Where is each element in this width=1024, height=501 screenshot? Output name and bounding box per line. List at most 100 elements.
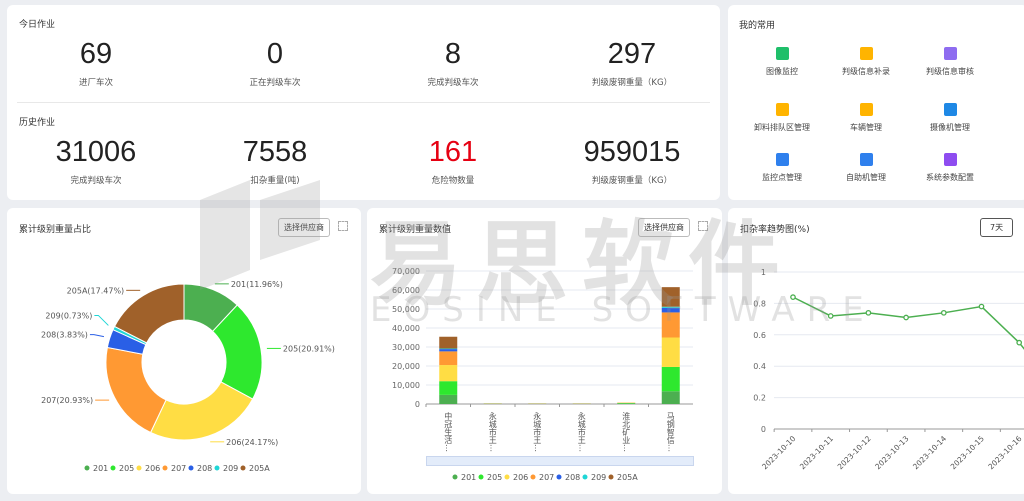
line-point bbox=[865, 309, 872, 316]
pie-label-line bbox=[89, 334, 105, 338]
stat-history-1: 7558 扣杂重量(吨) bbox=[242, 136, 308, 186]
y-tick-label: 10,000 bbox=[392, 381, 420, 390]
monitor-point-icon bbox=[775, 153, 789, 166]
legend-label: 205A bbox=[617, 473, 638, 482]
favorite-item[interactable]: 车辆管理 bbox=[824, 103, 908, 133]
legend-item: 205 bbox=[110, 464, 134, 473]
legend-marker bbox=[240, 465, 246, 471]
legend-marker bbox=[162, 465, 168, 471]
pie-label: 209(0.73%) bbox=[45, 311, 92, 320]
pie-slice bbox=[149, 381, 254, 441]
legend-label: 207 bbox=[539, 473, 554, 482]
favorite-item[interactable]: 自助机管理 bbox=[824, 153, 908, 183]
pie-label: 205A(17.47%) bbox=[67, 286, 125, 295]
pie-card: 累计级别重量占比 选择供应商 201(11.96%) 205(20.91%) 206… bbox=[7, 208, 361, 494]
y-tick-label: 50,000 bbox=[392, 305, 420, 314]
line-point bbox=[790, 294, 796, 300]
legend-label: 208 bbox=[565, 473, 580, 482]
favorite-label: 摄像机管理 bbox=[930, 123, 970, 132]
line-title: 扣杂率趋势图(%) bbox=[740, 225, 810, 235]
legend-label: 209 bbox=[223, 464, 238, 473]
bar-segment bbox=[439, 349, 458, 352]
favorite-label: 系统参数配置 bbox=[926, 173, 974, 182]
bar-segment bbox=[661, 307, 680, 313]
y-tick-label: 20,000 bbox=[392, 362, 420, 371]
fullscreen-icon[interactable] bbox=[698, 221, 708, 231]
bar-segment bbox=[439, 381, 458, 395]
range-7d-button[interactable]: 7天 bbox=[980, 218, 1014, 237]
y-tick-label: 0 bbox=[761, 425, 766, 434]
x-tick-label: 淮北矿业… bbox=[622, 411, 631, 452]
stat-today-0: 69 进厂车次 bbox=[78, 38, 113, 88]
bar-segment bbox=[661, 287, 680, 307]
x-tick-label: 中冠生活… bbox=[444, 411, 453, 452]
pie-slice bbox=[105, 346, 167, 434]
x-tick-label: 2023-10-16 bbox=[986, 434, 1023, 471]
favorite-item[interactable]: 判级信息审核 bbox=[908, 47, 992, 77]
legend-item: 209 bbox=[214, 464, 238, 473]
stat-history-2: 161 危险物数量 bbox=[428, 136, 478, 186]
legend-item: 201 bbox=[84, 464, 108, 473]
fullscreen-icon[interactable] bbox=[338, 221, 348, 231]
edit-doc-icon bbox=[859, 103, 873, 116]
divider bbox=[17, 102, 710, 103]
legend-item: 205 bbox=[478, 473, 502, 482]
today-title: 今日作业 bbox=[19, 20, 56, 30]
bar-segment bbox=[661, 366, 680, 392]
legend-marker bbox=[530, 474, 536, 480]
x-tick-label: 2023-10-12 bbox=[836, 434, 873, 471]
pie-chart: 201(11.96%) 205(20.91%) 206(24.17%) 207(20.… bbox=[41, 280, 335, 473]
y-tick-label: 30,000 bbox=[392, 343, 420, 352]
stat-today-3: 297 判级废钢重量（KG） bbox=[591, 38, 673, 88]
legend-item: 206 bbox=[136, 464, 160, 473]
y-tick-label: 0.4 bbox=[753, 362, 766, 371]
bar-title: 累计级别重量数值 bbox=[379, 225, 452, 235]
favorite-label: 判级信息补录 bbox=[842, 67, 890, 76]
edit-doc-icon bbox=[775, 103, 789, 116]
select-supplier-button[interactable]: 选择供应商 bbox=[278, 218, 330, 237]
x-tick-label: 永城市王… bbox=[533, 411, 542, 452]
x-tick-label: 2023-10-11 bbox=[798, 434, 835, 471]
x-tick-label: 2023-10-15 bbox=[949, 434, 986, 471]
favorite-item[interactable]: 废钢 bbox=[992, 153, 1024, 183]
favorite-label: 图像监控 bbox=[766, 67, 798, 76]
y-tick-label: 1 bbox=[761, 268, 766, 277]
favorite-label: 卸料排队区管理 bbox=[754, 123, 810, 132]
select-supplier-button[interactable]: 选择供应商 bbox=[638, 218, 690, 237]
y-tick-label: 0.8 bbox=[753, 299, 766, 308]
favorite-item[interactable]: 历 bbox=[992, 47, 1024, 77]
favorite-item[interactable]: la bbox=[992, 103, 1024, 131]
camera-icon bbox=[943, 103, 957, 116]
x-tick-label: 2023-10-10 bbox=[760, 434, 797, 471]
legend-item: 208 bbox=[188, 464, 212, 473]
favorite-item[interactable]: 图像监控 bbox=[740, 47, 824, 77]
datazoom-slider[interactable] bbox=[426, 456, 694, 466]
y-tick-label: 0.6 bbox=[753, 331, 766, 340]
favorite-item[interactable]: 摄像机管理 bbox=[908, 103, 992, 133]
pie-label: 206(24.17%) bbox=[226, 438, 278, 447]
legend-marker bbox=[504, 474, 510, 480]
stat-history-0: 31006 完成判级车次 bbox=[55, 136, 137, 186]
favorite-label: 历 bbox=[992, 66, 1024, 77]
favorite-item[interactable]: 系统参数配置 bbox=[908, 153, 992, 183]
history-title: 历史作业 bbox=[19, 118, 56, 128]
favorite-label: 自助机管理 bbox=[846, 173, 886, 182]
legend-marker bbox=[608, 474, 614, 480]
legend-label: 206 bbox=[513, 473, 528, 482]
favorite-item[interactable]: 卸料排队区管理 bbox=[740, 103, 824, 133]
favorites-title: 我的常用 bbox=[739, 21, 776, 31]
line-point bbox=[1016, 339, 1023, 346]
y-tick-label: 70,000 bbox=[392, 267, 420, 276]
legend-marker bbox=[214, 465, 220, 471]
x-tick-label: 2023-10-13 bbox=[873, 434, 910, 471]
favorite-item[interactable]: 判级信息补录 bbox=[824, 47, 908, 77]
gear-icon bbox=[943, 153, 957, 166]
bar-segment bbox=[661, 391, 680, 404]
bar-segment bbox=[439, 351, 458, 366]
favorite-item[interactable]: 监控点管理 bbox=[740, 153, 824, 183]
line-point bbox=[978, 303, 985, 310]
legend-marker bbox=[84, 465, 90, 471]
legend-item: 208 bbox=[556, 473, 580, 482]
pie-title: 累计级别重量占比 bbox=[19, 225, 92, 235]
